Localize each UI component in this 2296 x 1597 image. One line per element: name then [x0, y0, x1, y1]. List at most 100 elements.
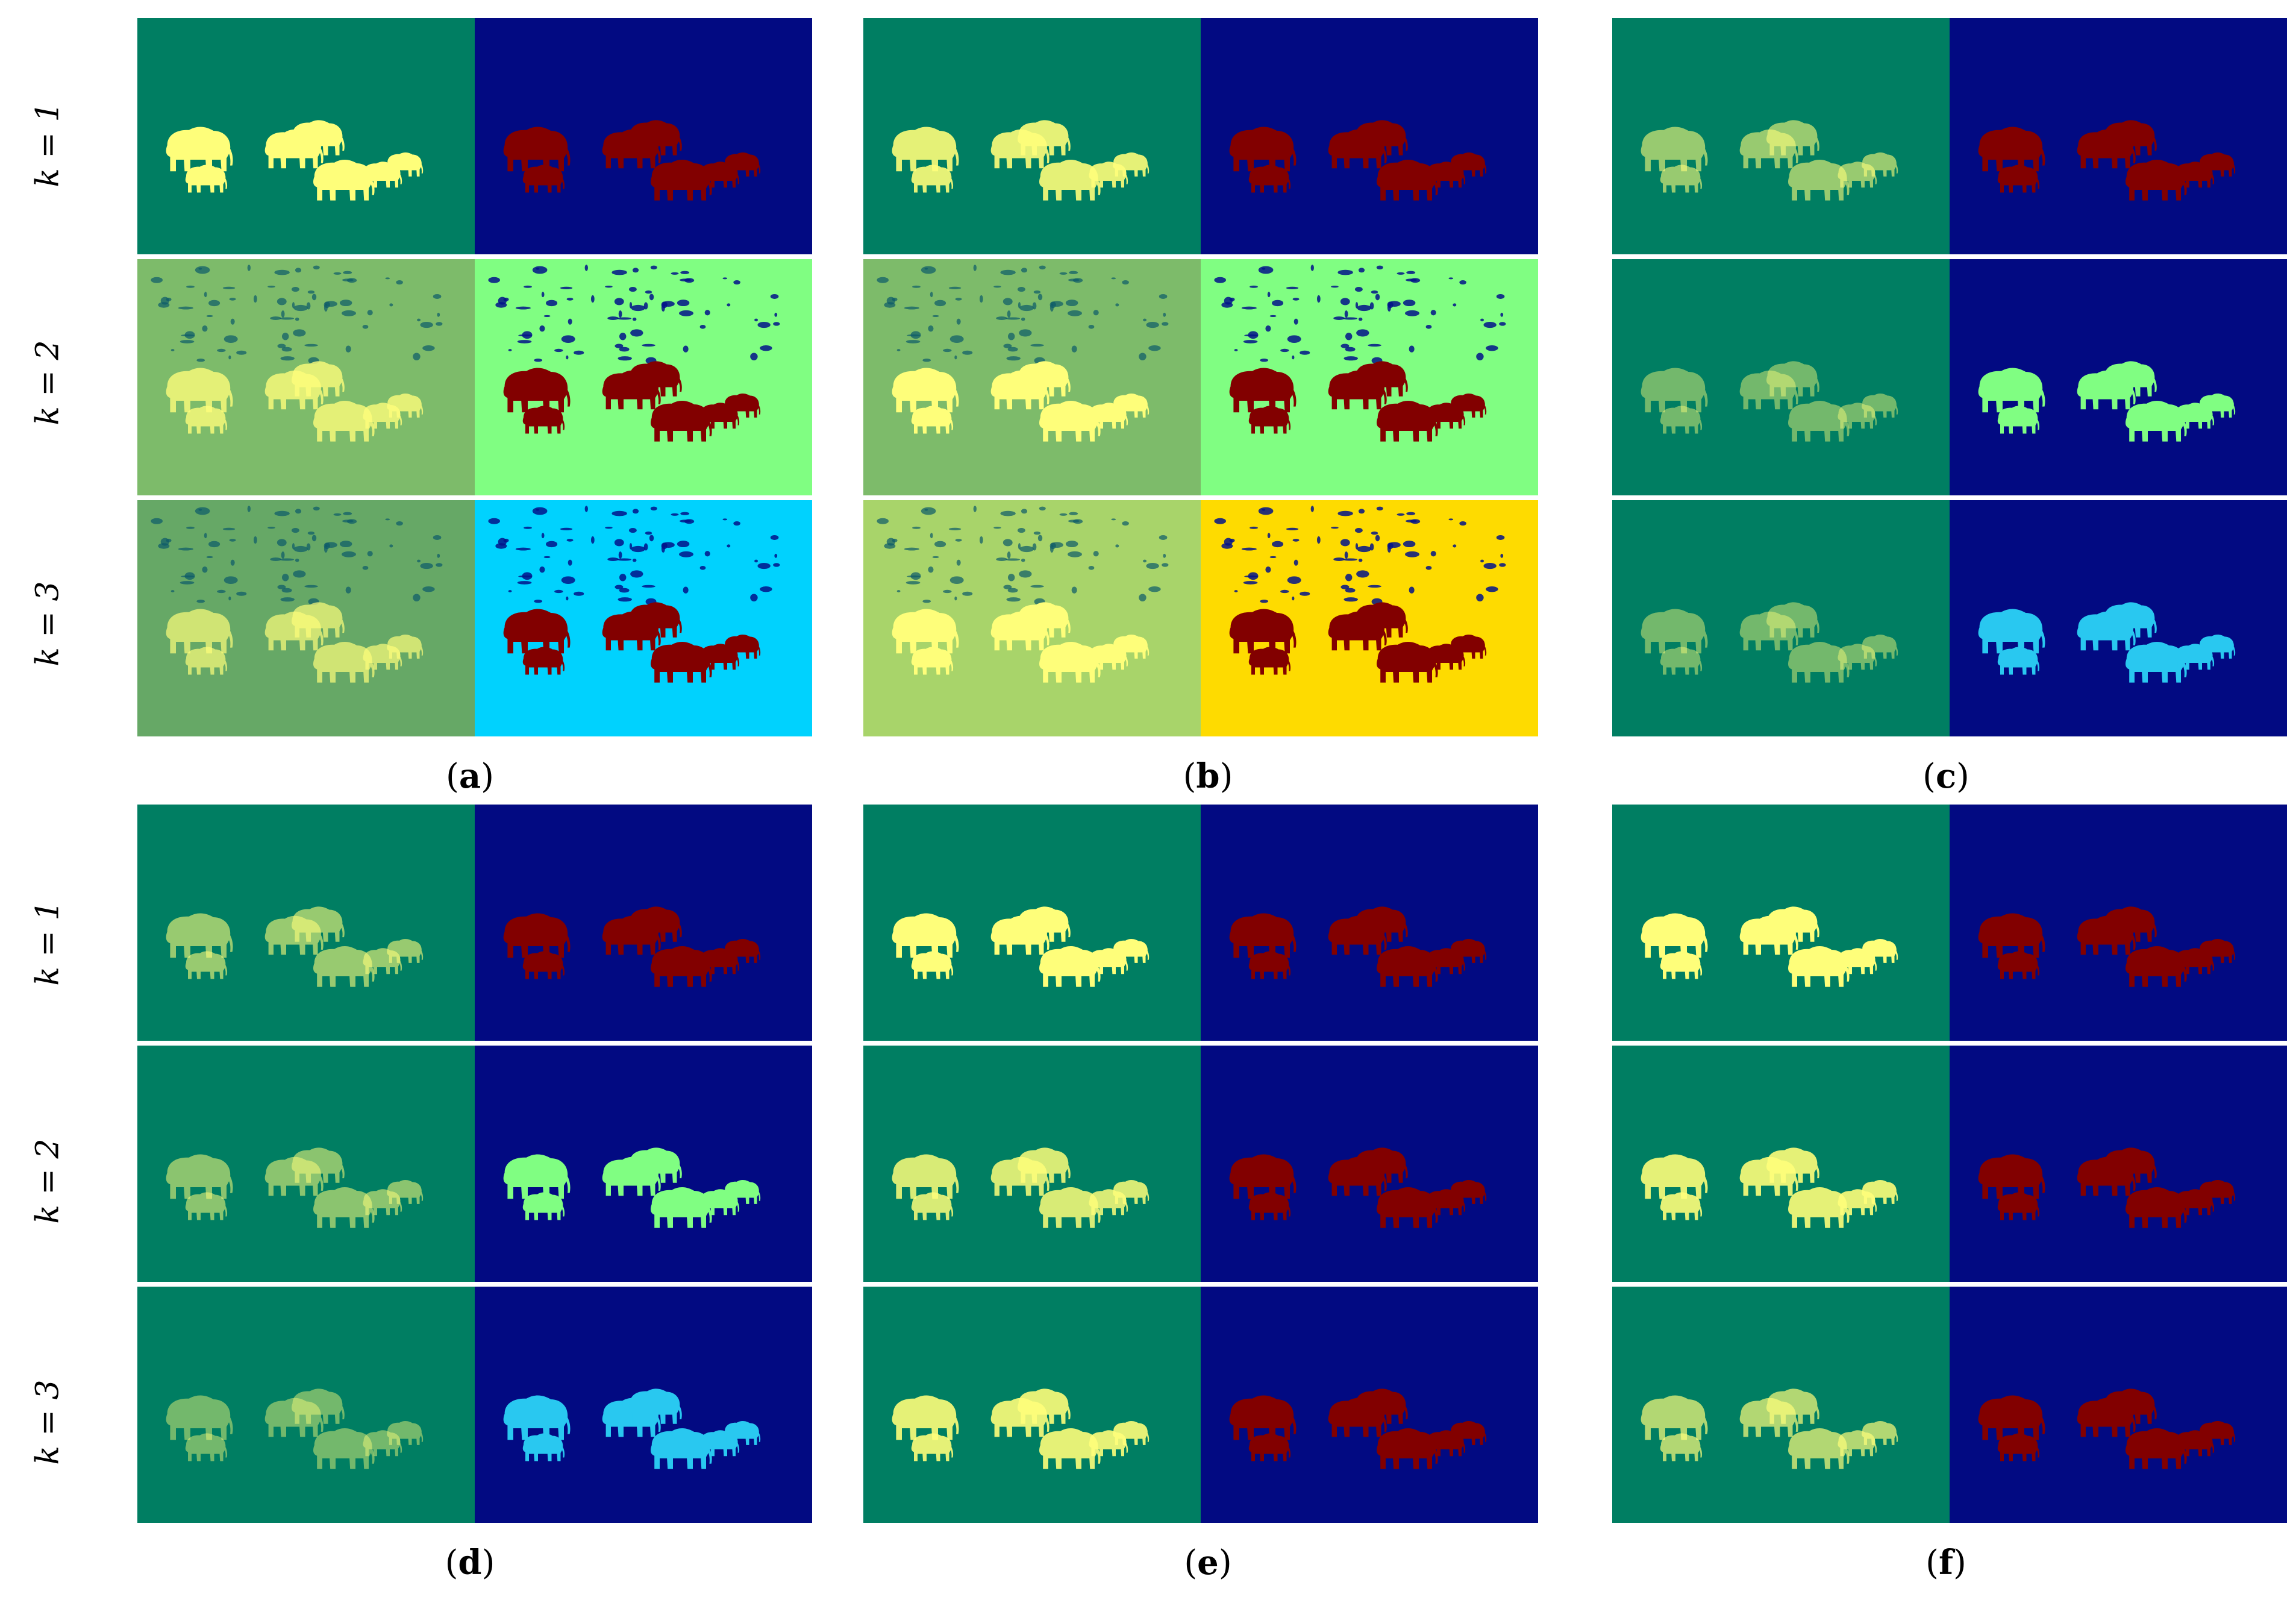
- panel-c: [1612, 18, 2287, 736]
- panel-e: [863, 805, 1538, 1523]
- panel-b-k2-heatmap-elephant-5: [1376, 401, 1438, 442]
- panel-f-k2-overlay-elephant-5: [1788, 1187, 1850, 1228]
- panel-d-row-k1: [137, 805, 812, 1041]
- panel-c-k2-overlay-elephant-6: [1838, 403, 1877, 429]
- panel-a-k2-heatmap-elephant-1: [503, 368, 571, 413]
- panel-d-k1-heatmap-elephant-7: [724, 938, 761, 963]
- panel-d-row-k2: [137, 1046, 812, 1282]
- panel-d-k2-overlay-elephant-4: [292, 1147, 345, 1183]
- panel-a-k1-heatmap-elephant-4: [629, 120, 682, 155]
- panel-f-k2-overlay-elephant-1: [1641, 1154, 1708, 1199]
- panel-b: [863, 18, 1538, 736]
- panel-c-k3-heatmap-elephant-7: [2199, 634, 2236, 659]
- panel-c-k1-overlay-elephant-5: [1788, 160, 1850, 201]
- panel-d-k3-overlay-elephant-6: [363, 1430, 402, 1457]
- panel-c-k2-heatmap-elephant-5: [2125, 401, 2187, 442]
- panel-c-k2-heatmap-elephant-4: [2104, 361, 2157, 397]
- panel-a-k2-overlay-elephant-7: [387, 393, 424, 418]
- panel-c-k3-heatmap-elephant-5: [2125, 642, 2187, 683]
- panel-e-row-k3: [863, 1287, 1538, 1523]
- panel-b-k3-heatmap-elephant-4: [1355, 602, 1408, 638]
- panel-d-k2-overlay-elephant-7: [387, 1179, 424, 1204]
- panel-f-k3-overlay-elephant-1: [1641, 1395, 1708, 1440]
- panel-d-k2-heatmap-elephant-7: [724, 1179, 761, 1204]
- panel-e-k1-overlay-elephant-1: [892, 913, 959, 958]
- panel-f-k2-overlay-elephant-7: [1862, 1179, 1898, 1204]
- panel-a-k3-overlay-elephant-1: [166, 609, 233, 654]
- panel-e-k1-heatmap-elephant-2: [1248, 951, 1291, 979]
- panel-c-k1-heatmap-elephant-2: [1997, 165, 2040, 193]
- panel-b-k2-heatmap-elephant-2: [1248, 406, 1291, 434]
- panel-f-k3-overlay-elephant-2: [1660, 1433, 1703, 1461]
- panel-f-k3-heatmap-elephant-4: [2104, 1388, 2157, 1424]
- panel-f-k3-overlay-elephant-7: [1862, 1420, 1898, 1445]
- panel-f-k1-heatmap-elephant-1: [1978, 913, 2045, 958]
- panel-e-k1-overlay-elephant-2: [911, 951, 954, 979]
- panel-c-k3-overlay-elephant-2: [1660, 647, 1703, 675]
- panel-e-k1-overlay-elephant-5: [1039, 946, 1101, 987]
- panel-f-k2-heatmap-elephant-2: [1997, 1192, 2040, 1220]
- panel-e-k3-overlay-elephant-4: [1018, 1388, 1071, 1424]
- panel-f-k1-overlay-elephant-5: [1788, 946, 1850, 987]
- panel-c-k3-heatmap-elephant-4: [2104, 602, 2157, 638]
- panel-b-k1-overlay-elephant-1: [892, 127, 959, 172]
- panel-c-k1-overlay-elephant-7: [1862, 152, 1898, 177]
- panel-e-k2-overlay-elephant-2: [911, 1192, 954, 1220]
- caption-d: (d): [445, 1543, 495, 1583]
- panel-c-k2-overlay-bg: [1612, 259, 1950, 495]
- panel-f-k2-heatmap-elephant-5: [2125, 1187, 2187, 1228]
- panel-e-k2-heatmap-elephant-7: [1450, 1179, 1487, 1204]
- panel-f-k2-overlay-elephant-2: [1660, 1192, 1703, 1220]
- panel-d-k3-heatmap-elephant-2: [522, 1433, 565, 1461]
- panel-f-row-k2: [1612, 1046, 2287, 1282]
- panel-d-k3-overlay-elephant-7: [387, 1420, 424, 1445]
- panel-a-k1-overlay-elephant-1: [166, 127, 233, 172]
- panel-a-k2-overlay-elephant-5: [313, 401, 375, 442]
- panel-d-k3-overlay-bg: [137, 1287, 475, 1523]
- panel-a-k3-overlay-elephant-5: [313, 642, 375, 683]
- panel-b-k3-overlay-elephant-4: [1018, 602, 1071, 638]
- panel-b-k1-overlay-elephant-5: [1039, 160, 1101, 201]
- panel-f-row-k3: [1612, 1287, 2287, 1523]
- panel-c-k2-heatmap-elephant-2: [1997, 406, 2040, 434]
- panel-b-k3-heatmap-elephant-1: [1229, 609, 1297, 654]
- panel-f-k3-overlay-elephant-5: [1788, 1428, 1850, 1469]
- panel-d: [137, 805, 812, 1523]
- panel-a-k2-heatmap-elephant-4: [629, 361, 682, 397]
- panel-b-k1-heatmap-elephant-4: [1355, 120, 1408, 155]
- panel-e-k1-overlay-elephant-4: [1018, 906, 1071, 942]
- panel-b-k3-overlay-elephant-2: [911, 647, 954, 675]
- panel-a-k3-overlay-elephant-2: [185, 647, 228, 675]
- panel-c-k2-overlay-elephant-7: [1862, 393, 1898, 418]
- panel-c-k2-overlay-elephant-1: [1641, 368, 1708, 413]
- panel-e-k3-overlay-elephant-2: [911, 1433, 954, 1461]
- panel-d-k3-overlay-elephant-5: [313, 1428, 375, 1469]
- panel-a-row-k1: [137, 18, 812, 254]
- panel-e-k2-heatmap-elephant-2: [1248, 1192, 1291, 1220]
- panel-e-k1-heatmap-elephant-5: [1376, 946, 1438, 987]
- panel-e-k3-heatmap-elephant-4: [1355, 1388, 1408, 1424]
- panel-b-k2-overlay-elephant-5: [1039, 401, 1101, 442]
- panel-f-k1-heatmap-elephant-7: [2199, 938, 2236, 963]
- panel-a-k3-heatmap-elephant-5: [650, 642, 712, 683]
- panel-c-k3-overlay-elephant-7: [1862, 634, 1898, 659]
- panel-b-k2-overlay-elephant-2: [911, 406, 954, 434]
- panel-c-k3-overlay-elephant-5: [1788, 642, 1850, 683]
- panel-a: [137, 18, 812, 736]
- panel-e-k2-overlay-elephant-5: [1039, 1187, 1101, 1228]
- caption-a: (a): [445, 756, 494, 796]
- panel-e-k2-heatmap-elephant-5: [1376, 1187, 1438, 1228]
- panel-f-k3-overlay-elephant-4: [1766, 1388, 1819, 1424]
- panel-a-k3-overlay-elephant-7: [387, 634, 424, 659]
- panel-c-k2-overlay-elephant-2: [1660, 406, 1703, 434]
- panel-d-k2-heatmap-elephant-5: [650, 1187, 712, 1228]
- panel-e-row-k1: [863, 805, 1538, 1041]
- panel-b-row-k2: [863, 259, 1538, 495]
- panel-f-k1-heatmap-elephant-2: [1997, 951, 2040, 979]
- panel-f-row-k1: [1612, 805, 2287, 1041]
- panel-f-k2-overlay-elephant-4: [1766, 1147, 1819, 1183]
- panel-b-k1-heatmap-elephant-2: [1248, 165, 1291, 193]
- panel-e-k2-overlay-elephant-1: [892, 1154, 959, 1199]
- panel-a-k1-overlay-elephant-5: [313, 160, 375, 201]
- panel-d-k1-overlay-elephant-5: [313, 946, 375, 987]
